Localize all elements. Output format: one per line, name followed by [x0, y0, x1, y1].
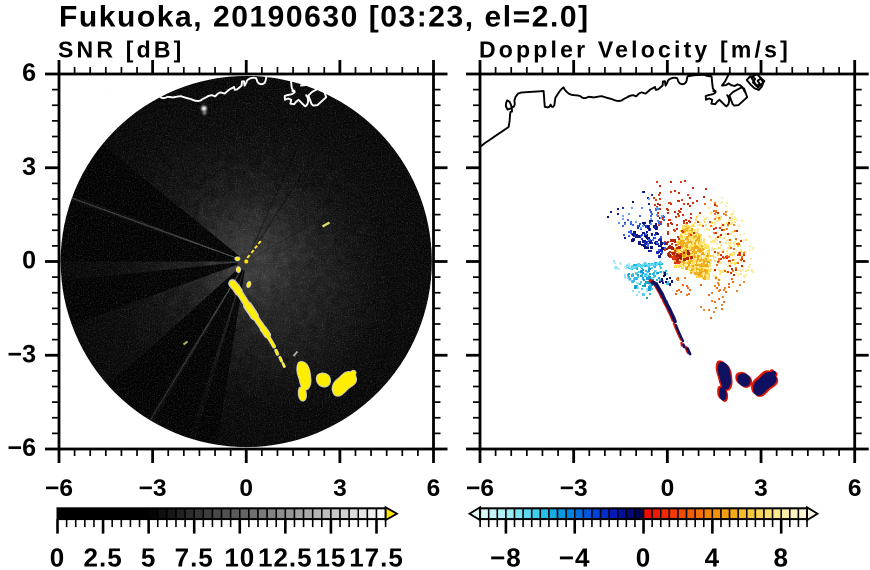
svg-text:6: 6 — [427, 475, 441, 502]
svg-text:0: 0 — [661, 475, 675, 502]
svg-text:0: 0 — [22, 247, 36, 275]
svg-text:−8: −8 — [490, 543, 522, 570]
svg-text:7.5: 7.5 — [175, 543, 214, 570]
svg-text:Fukuoka, 20190630 [03:23, el=2: Fukuoka, 20190630 [03:23, el=2.0] — [59, 1, 590, 34]
svg-text:17.5: 17.5 — [349, 543, 404, 570]
svg-text:−6: −6 — [466, 475, 494, 502]
svg-text:Doppler Velocity [m/s]: Doppler Velocity [m/s] — [479, 37, 791, 63]
svg-text:−3: −3 — [7, 340, 36, 368]
svg-text:3: 3 — [333, 475, 347, 502]
svg-text:0: 0 — [239, 475, 253, 502]
svg-text:8: 8 — [773, 543, 788, 570]
svg-text:3: 3 — [754, 475, 768, 502]
svg-text:−6: −6 — [7, 434, 36, 462]
svg-text:6: 6 — [22, 59, 36, 87]
svg-text:2.5: 2.5 — [84, 543, 123, 570]
svg-text:SNR [dB]: SNR [dB] — [58, 37, 185, 63]
svg-text:10: 10 — [224, 543, 255, 570]
svg-text:5: 5 — [141, 543, 156, 570]
svg-text:0: 0 — [50, 543, 65, 570]
svg-text:−3: −3 — [560, 475, 588, 502]
svg-text:3: 3 — [22, 153, 36, 181]
svg-text:0: 0 — [636, 543, 651, 570]
svg-text:4: 4 — [705, 543, 720, 570]
svg-text:−6: −6 — [45, 475, 73, 502]
svg-text:−4: −4 — [559, 543, 591, 570]
svg-text:15: 15 — [315, 543, 346, 570]
svg-text:12.5: 12.5 — [258, 543, 313, 570]
svg-text:6: 6 — [848, 475, 862, 502]
svg-text:−3: −3 — [139, 475, 167, 502]
